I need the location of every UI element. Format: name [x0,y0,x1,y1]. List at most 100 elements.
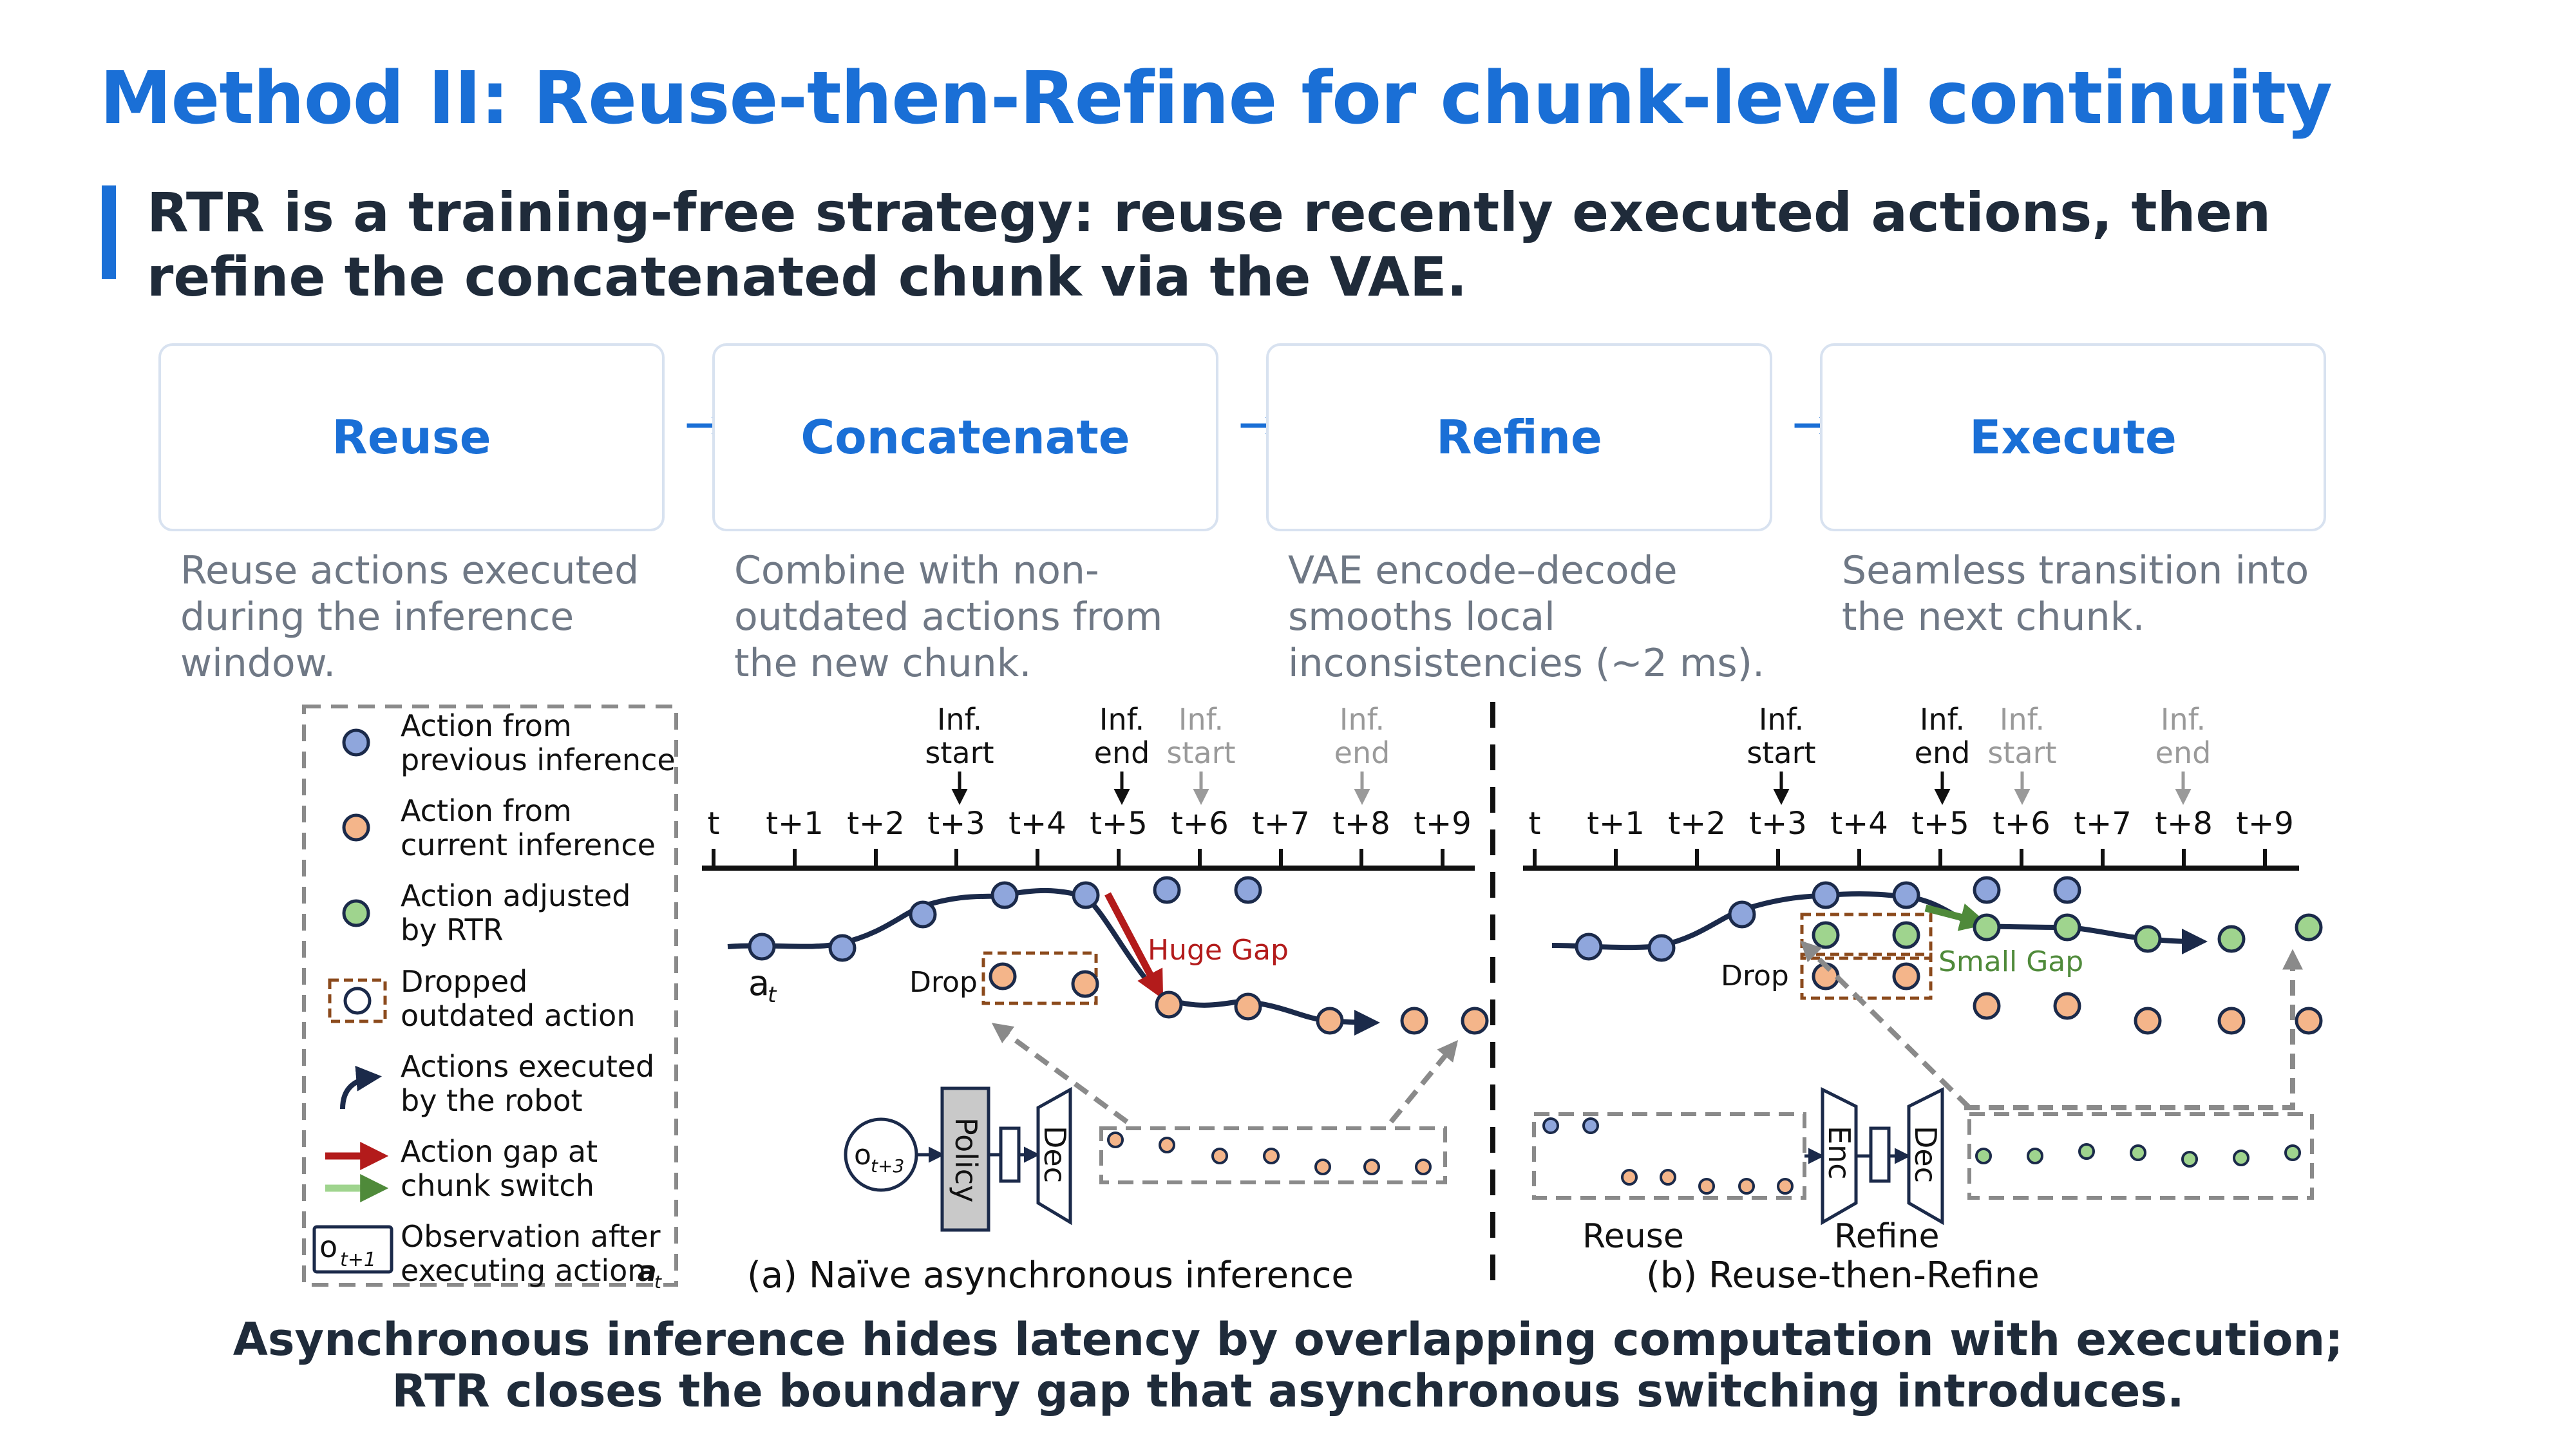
marker-inf: Inf. [937,702,982,737]
decoder-block-a [1036,1086,1072,1226]
step-desc-reuse: Reuse actions executed during the infere… [180,548,639,686]
prev-action-dot [1973,876,2001,904]
legend: Action from previous inference Action fr… [302,705,678,1293]
legend-adj-line2: by RTR [401,913,504,947]
tick-label: t+1 [1587,806,1645,842]
bottom-caption: Asynchronous inference hides latency by … [232,1313,2344,1417]
tick-label: t+2 [847,806,905,842]
marker-inf: Inf. [1179,702,1224,737]
dashed-flow-arrow [1388,1040,1459,1124]
legend-prev-dot [342,728,370,757]
step-box-execute: Execute [1820,343,2326,531]
legend-exec-line2: by the robot [401,1083,583,1118]
tick-label: t+6 [1993,806,2050,842]
prev-action-dot [1072,881,1100,909]
legend-exec-line1: Actions executed [401,1049,654,1084]
obs-symbol-a: o [854,1139,871,1171]
legend-adj-dot [342,899,370,927]
panel-a: t t+1 t+2 t+3 t+4 t+5 t+6 t+7 t+8 t+9 In… [702,702,1489,1296]
dec-label-b: Dec [1908,1126,1943,1183]
refine-label: Refine [1834,1217,1940,1256]
reuse-label: Reuse [1582,1217,1684,1256]
legend-prev-line2: previous inference [401,743,676,777]
prev-action-dot [1892,881,1920,909]
adjusted-action-dot [2134,925,2162,953]
reuse-dots [1542,1117,1794,1195]
step-desc-refine: VAE encode–decode smooths local inconsis… [1288,548,1765,686]
curr-action-dot [2053,992,2081,1020]
marker-end: end [1334,735,1390,770]
chunk-box-a [1099,1126,1447,1184]
curr-action-dot [2295,1007,2323,1035]
adjusted-action-dot [1812,921,1840,949]
curr-action-dot [1155,990,1183,1019]
legend-adj-line1: Action adjusted [401,878,631,913]
tick-label: t+9 [2236,806,2294,842]
panel-b-caption: (b) Reuse-then-Refine [1646,1255,2040,1296]
prev-action-dot [748,933,776,961]
obs-node-a [844,1117,918,1192]
marker-start: start [1166,735,1235,770]
legend-curr-line2: current inference [401,828,656,862]
curr-action-dot [1973,992,2001,1020]
step-box-concatenate: Concatenate [712,343,1218,531]
legend-drop-line1: Dropped [401,964,527,999]
curr-action-dot [1071,970,1099,998]
executed-trajectory-b [1551,891,2208,954]
dashed-flow-arrow [991,1023,1129,1124]
step-desc-execute: Seamless transition into the next chunk. [1842,548,2309,639]
step-label: Reuse [332,410,491,464]
legend-curr-line1: Action from [401,793,572,828]
marker-inf: Inf. [1920,702,1965,737]
marker-inf: Inf. [2000,702,2045,737]
legend-exec-arrow [340,1065,382,1110]
huge-gap-arrow [1104,892,1164,999]
step-box-reuse: Reuse [158,343,665,531]
prev-action-dot [1153,876,1181,904]
tick-label: t+9 [1414,806,1472,842]
marker-end: end [1094,735,1150,770]
a-t-label: a [748,963,770,1003]
legend-obs-line2: executing action [401,1253,646,1288]
legend-frame [302,705,678,1287]
refined-chunk-box [1967,1112,2314,1200]
legend-obs-box [312,1225,393,1274]
legend-obs-line1: Observation after [401,1219,661,1254]
legend-drop-dot [343,987,372,1015]
step-label: Concatenate [800,410,1130,464]
curr-action-dot [2134,1007,2162,1035]
prev-action-dot [1575,933,1603,961]
encoder-block [1821,1086,1858,1226]
policy-block [940,1086,990,1232]
curr-action-dot [1461,1007,1489,1035]
legend-obs-symbol: o [319,1229,337,1264]
drop-box-b [1800,913,1933,960]
step-desc-concatenate: Combine with non-outdated actions from t… [734,548,1163,686]
drop-box-a [981,951,1098,1005]
tick-labels-a: t t+1 t+2 t+3 t+4 t+5 t+6 t+7 t+8 t+9 [708,806,1472,842]
latent-block-a [999,1126,1021,1183]
drop-label-a: Drop [909,966,978,999]
adjusted-action-dot [2217,925,2246,953]
legend-obs-action-sub: t [654,1271,662,1293]
tick-label: t+4 [1009,806,1066,842]
refined-dots [1975,1143,2301,1168]
small-gap-label: Small Gap [1938,945,2083,978]
page-title: Method II: Reuse-then-Refine for chunk-l… [100,57,2333,140]
adjusted-action-dot [2295,913,2323,942]
policy-label: Policy [949,1117,983,1202]
subtitle: RTR is a training-free strategy: reuse r… [147,181,2271,308]
legend-drop-box [328,978,387,1023]
dots-b [1575,876,2323,1035]
small-gap-arrow [1924,903,1989,931]
enc-label: Enc [1822,1126,1857,1180]
huge-gap-label: Huge Gap [1148,934,1289,967]
tick-label: t [1529,806,1541,842]
marker-start: start [1987,735,2056,770]
decoder-block-b [1907,1086,1944,1226]
chunk-dots-a [1107,1132,1432,1175]
adjusted-action-dot [1892,921,1920,949]
marker-inf: Inf. [2161,702,2206,737]
curr-action-dot [2217,1007,2246,1035]
